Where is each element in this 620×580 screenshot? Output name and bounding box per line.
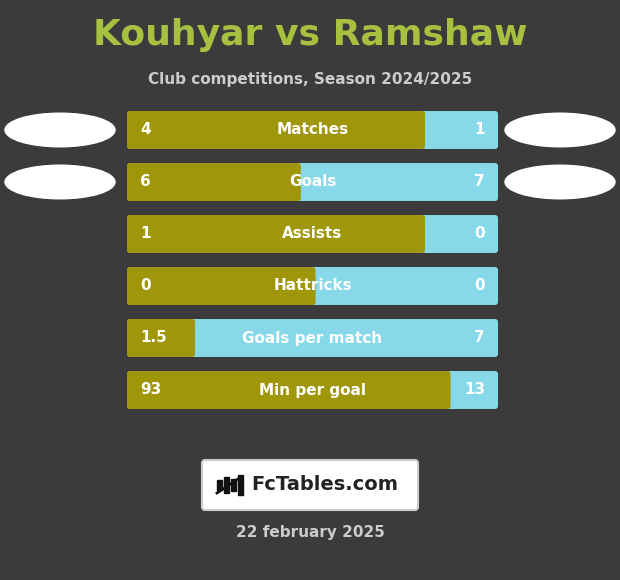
FancyBboxPatch shape — [127, 163, 498, 201]
FancyBboxPatch shape — [127, 371, 498, 409]
Bar — [231, 479, 236, 491]
Text: Assists: Assists — [282, 227, 343, 241]
Text: 0: 0 — [140, 278, 151, 293]
Text: 1: 1 — [474, 122, 485, 137]
Text: 7: 7 — [474, 175, 485, 190]
Bar — [217, 480, 222, 490]
Text: 7: 7 — [474, 331, 485, 346]
Ellipse shape — [505, 165, 615, 199]
Text: 93: 93 — [140, 382, 161, 397]
Text: 1: 1 — [140, 227, 151, 241]
Text: 0: 0 — [474, 227, 485, 241]
Ellipse shape — [505, 113, 615, 147]
Text: 4: 4 — [140, 122, 151, 137]
Bar — [238, 475, 243, 495]
FancyBboxPatch shape — [127, 371, 451, 409]
Text: 1.5: 1.5 — [140, 331, 167, 346]
FancyBboxPatch shape — [127, 111, 498, 149]
Text: Min per goal: Min per goal — [259, 382, 366, 397]
Text: Club competitions, Season 2024/2025: Club competitions, Season 2024/2025 — [148, 72, 472, 87]
FancyBboxPatch shape — [127, 163, 301, 201]
Text: Hattricks: Hattricks — [273, 278, 352, 293]
Text: 6: 6 — [140, 175, 151, 190]
FancyBboxPatch shape — [127, 319, 498, 357]
Ellipse shape — [5, 113, 115, 147]
FancyBboxPatch shape — [127, 111, 425, 149]
Text: 22 february 2025: 22 february 2025 — [236, 524, 384, 539]
Text: Matches: Matches — [277, 122, 348, 137]
FancyBboxPatch shape — [127, 215, 498, 253]
Text: Goals: Goals — [289, 175, 336, 190]
Text: 0: 0 — [474, 278, 485, 293]
FancyBboxPatch shape — [202, 460, 418, 510]
FancyBboxPatch shape — [127, 267, 316, 305]
Text: Goals per match: Goals per match — [242, 331, 383, 346]
Bar — [224, 477, 229, 493]
FancyBboxPatch shape — [127, 267, 498, 305]
Text: Kouhyar vs Ramshaw: Kouhyar vs Ramshaw — [93, 18, 527, 52]
FancyBboxPatch shape — [127, 319, 195, 357]
Text: 13: 13 — [464, 382, 485, 397]
Text: FcTables.com: FcTables.com — [252, 476, 399, 495]
FancyBboxPatch shape — [127, 215, 425, 253]
Ellipse shape — [5, 165, 115, 199]
